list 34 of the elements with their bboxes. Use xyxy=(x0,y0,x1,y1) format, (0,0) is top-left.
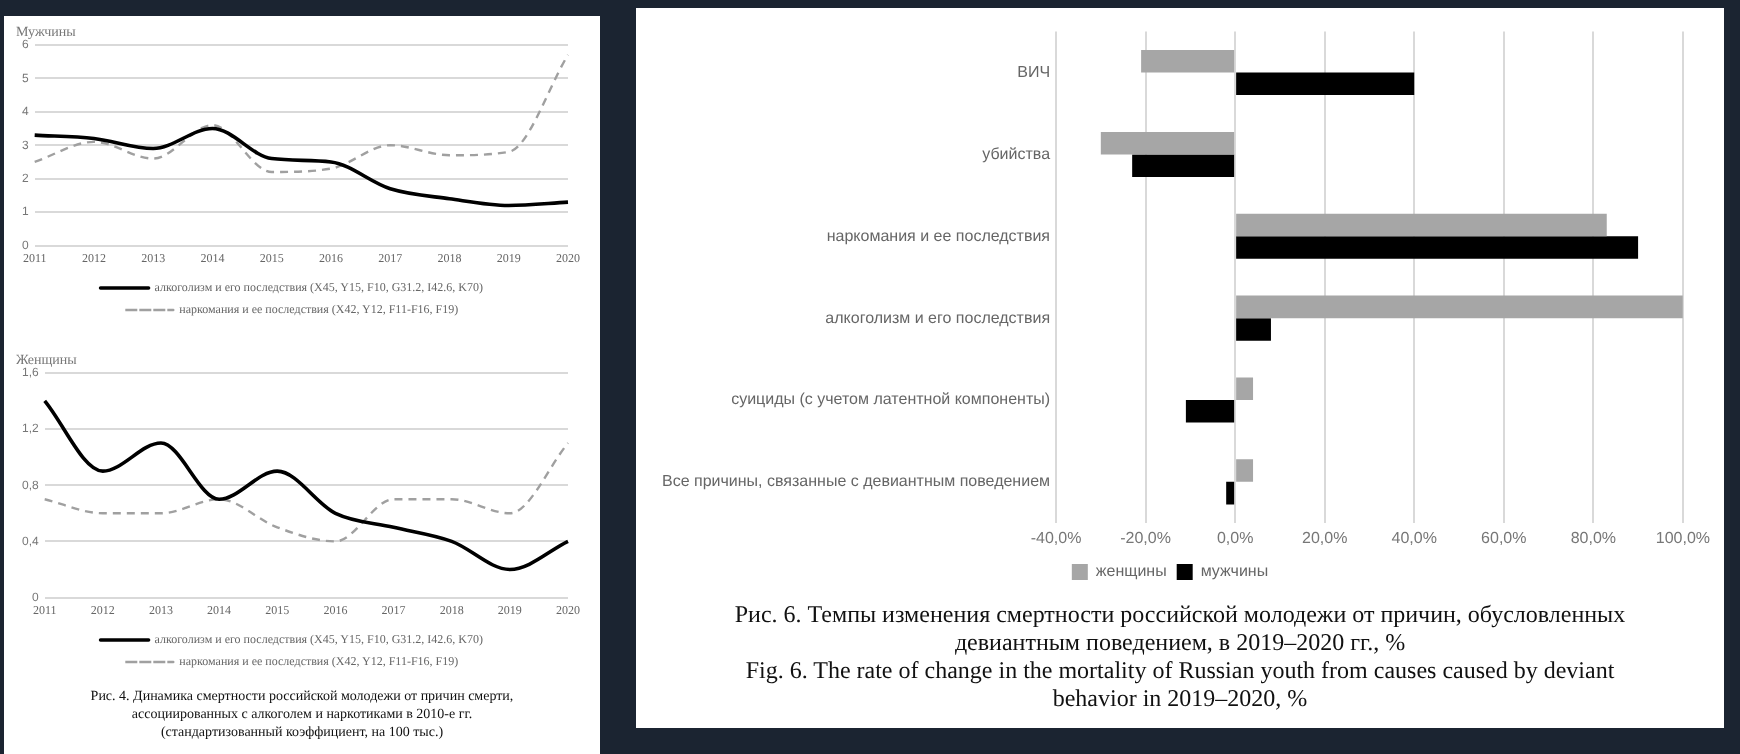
x-tick-label: 60,0% xyxy=(1481,528,1527,547)
x-tick-label: 80,0% xyxy=(1570,528,1617,547)
legend-label: женщины xyxy=(1095,562,1168,581)
line-series xyxy=(32,126,570,208)
bar xyxy=(1100,131,1235,155)
caption: Fig. 6. The rate of change in the mortality of Russian youth from causes caused by deviant behavior in 2019–2020, % xyxy=(743,656,1617,712)
x-tick-label: -20,0% xyxy=(1120,528,1171,547)
x-tick-label: 100,0% xyxy=(1655,528,1711,547)
bar xyxy=(1226,481,1235,505)
y-tick-label: убийства xyxy=(982,144,1052,163)
x-tick-label: -40,0% xyxy=(1030,528,1082,547)
bar xyxy=(1236,72,1415,96)
x-tick-label: 40,0% xyxy=(1391,528,1437,547)
x-tick-label: 0,0% xyxy=(1216,528,1254,547)
line-series xyxy=(42,399,570,572)
bar xyxy=(1236,295,1683,319)
bar xyxy=(1236,377,1254,400)
y-tick-label: ВИЧ xyxy=(1017,62,1051,81)
y-tick-label: Все причины, связанные с девиантным поведением xyxy=(661,472,1051,491)
y-tick-label: наркомания и ее последствия xyxy=(826,226,1051,245)
y-tick-label: алкоголизм и его последствия xyxy=(825,308,1051,327)
y-tick-label: суициды (с учетом латентной компоненты) xyxy=(731,390,1051,409)
bar xyxy=(1236,236,1639,259)
bar xyxy=(1236,213,1607,237)
line-series xyxy=(43,441,570,543)
bar xyxy=(1236,459,1254,482)
bar xyxy=(1141,50,1235,73)
bar xyxy=(1185,400,1235,423)
x-tick-label: 20,0% xyxy=(1302,528,1348,547)
line-series xyxy=(33,53,570,174)
bar xyxy=(1236,318,1271,341)
bar xyxy=(1132,154,1235,177)
text: Рис. 6. Темпы изменения смертности российской молодежи от причин, обусловленных девиантным поведением, в 2019–2020 гг., % xyxy=(732,600,1628,656)
legend-label: мужчины xyxy=(1200,562,1269,581)
